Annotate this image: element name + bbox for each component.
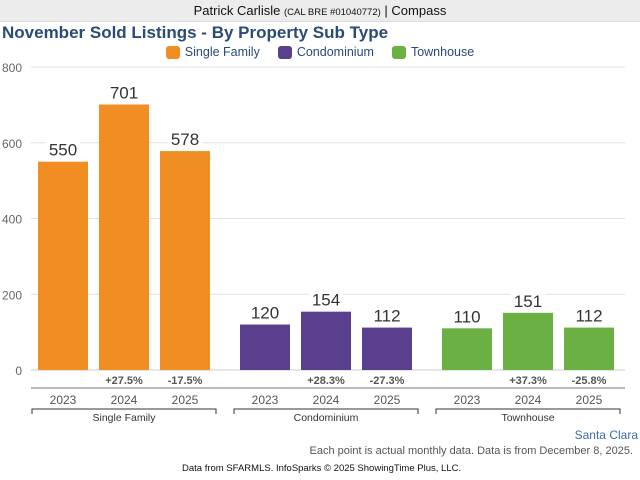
y-tick-label: 800 — [2, 61, 22, 75]
chart-legend: Single Family Condominium Townhouse — [0, 45, 640, 59]
group-label: Townhouse — [501, 412, 554, 424]
legend-item-single-family[interactable]: Single Family — [165, 45, 260, 59]
y-tick-label: 600 — [2, 137, 22, 151]
value-label: 154 — [312, 291, 340, 310]
value-label-bg — [571, 305, 607, 326]
x-tick-label: 2024 — [111, 393, 138, 407]
change-label: -17.5% — [168, 375, 203, 387]
value-label: 112 — [575, 307, 602, 326]
bar-townhouse-2024 — [503, 312, 553, 370]
change-label: +37.3% — [509, 375, 547, 387]
value-label-bg — [510, 290, 546, 311]
value-label-bg — [449, 306, 485, 327]
x-tick-label: 2025 — [172, 393, 199, 407]
bar-condominium-2024 — [301, 311, 351, 370]
x-tick-label: 2025 — [576, 393, 603, 407]
header-separator: | — [384, 3, 388, 18]
group-bracket — [233, 408, 419, 414]
bar-condominium-2025 — [362, 327, 412, 370]
legend-swatch-single-family — [165, 45, 180, 59]
bar-townhouse-2025 — [564, 327, 614, 370]
value-label: 578 — [171, 130, 199, 149]
change-label: -25.8% — [572, 375, 607, 387]
value-label-bg — [106, 82, 142, 103]
value-label-bg — [308, 289, 344, 310]
value-label: 110 — [453, 307, 480, 326]
legend-swatch-condominium — [277, 45, 292, 59]
value-label: 112 — [373, 307, 400, 326]
x-tick-label: 2023 — [50, 393, 77, 407]
agent-name: Patrick Carlisle — [193, 3, 281, 18]
agent-header-bar: Patrick Carlisle (CAL BRE #01040772) | C… — [0, 0, 640, 22]
bar-condominium-2023 — [240, 324, 290, 370]
y-tick-label: 200 — [2, 288, 22, 302]
change-label: +28.3% — [307, 375, 345, 387]
legend-label-single-family: Single Family — [184, 45, 260, 59]
bar-single-family-2023 — [38, 161, 88, 370]
group-bracket — [31, 408, 217, 414]
group-label: Condominium — [294, 412, 359, 424]
x-tick-label: 2024 — [313, 393, 340, 407]
data-source: Data from SFARMLS. InfoSparks © 2025 Sho… — [182, 463, 462, 474]
change-label: -27.3% — [370, 375, 405, 387]
x-tick-label: 2025 — [374, 393, 401, 407]
change-label: +27.5% — [105, 375, 143, 387]
legend-item-townhouse[interactable]: Townhouse — [391, 45, 475, 59]
value-label-bg — [369, 305, 405, 326]
region-label: Santa Clara — [574, 428, 638, 442]
bar-chart: 0 200 400 600 800 550 2023 701 +27.5% 2024 578 -17.… — [2, 61, 625, 424]
legend-label-condominium: Condominium — [296, 45, 374, 59]
value-label-bg — [247, 302, 283, 323]
data-note: Each point is actual monthly data. Data … — [309, 445, 633, 457]
legend-swatch-townhouse — [391, 45, 406, 59]
y-tick-label: 0 — [15, 364, 22, 378]
legend-item-condominium[interactable]: Condominium — [277, 45, 374, 59]
value-label-bg — [45, 139, 81, 160]
value-label-bg — [167, 129, 203, 150]
agent-license: (CAL BRE #01040772) — [283, 7, 381, 18]
legend-label-townhouse: Townhouse — [410, 45, 475, 59]
x-tick-label: 2023 — [252, 393, 279, 407]
value-label: 120 — [251, 304, 279, 323]
value-label: 151 — [514, 292, 542, 311]
value-label: 550 — [49, 141, 77, 160]
brokerage-name: Compass — [391, 3, 447, 18]
chart-title: November Sold Listings - By Property Sub… — [2, 23, 389, 42]
y-tick-label: 400 — [2, 213, 22, 227]
x-tick-label: 2023 — [454, 393, 481, 407]
group-bracket — [435, 408, 621, 414]
bar-townhouse-2023 — [442, 328, 492, 370]
bar-single-family-2024 — [99, 104, 149, 370]
value-label: 701 — [110, 83, 138, 102]
x-tick-label: 2024 — [515, 393, 542, 407]
group-label: Single Family — [92, 412, 156, 424]
bar-single-family-2025 — [160, 151, 210, 370]
